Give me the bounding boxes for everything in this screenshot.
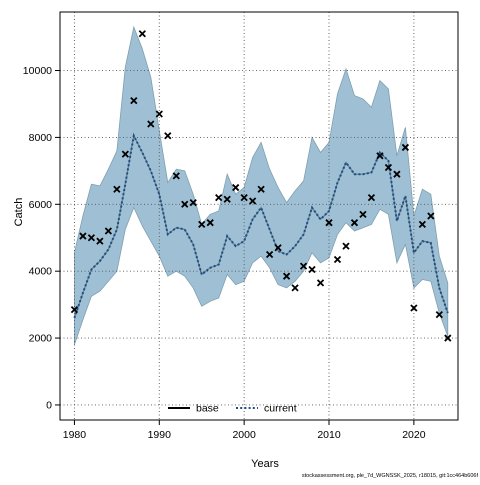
observed-point — [172, 172, 180, 180]
observed-points — [70, 30, 452, 342]
observed-point — [189, 198, 197, 207]
x-axis-title: Years — [251, 458, 279, 470]
observed-point — [257, 185, 265, 193]
observed-point — [282, 272, 291, 280]
observed-point — [223, 195, 231, 203]
legend-current-label: current — [264, 403, 297, 415]
y-tick-label: 8000 — [29, 132, 53, 144]
legend-base-label: base — [196, 403, 219, 415]
observed-point — [240, 193, 248, 202]
observed-point — [350, 219, 359, 227]
observed-point — [198, 220, 206, 228]
y-tick-label: 4000 — [29, 266, 53, 278]
observed-point — [70, 306, 79, 314]
observed-point — [181, 200, 189, 208]
y-axis: 0 2000 4000 6000 8000 10000 — [23, 65, 60, 411]
observed-point — [130, 96, 138, 105]
observed-point — [342, 242, 350, 250]
observed-point — [444, 334, 452, 342]
x-axis: 1980 1990 2000 2010 2020 — [63, 420, 426, 441]
observed-point — [113, 185, 121, 193]
observed-point — [418, 220, 426, 228]
y-axis-title: Catch — [13, 198, 25, 227]
observed-point — [265, 250, 274, 259]
observed-point — [427, 212, 435, 220]
observed-point — [393, 170, 401, 178]
observed-point — [299, 262, 308, 270]
observed-point — [384, 163, 393, 172]
observed-point — [79, 232, 87, 240]
observed-point — [376, 152, 384, 160]
observed-point — [164, 132, 172, 140]
y-tick-label: 0 — [46, 399, 52, 411]
x-tick-label: 1990 — [148, 429, 172, 441]
observed-point — [155, 110, 163, 118]
observed-point — [274, 244, 282, 252]
observed-point — [104, 227, 113, 235]
observed-point — [291, 284, 299, 292]
x-tick-label: 1980 — [63, 429, 87, 441]
observed-point — [147, 120, 155, 128]
plot-frame — [59, 11, 459, 421]
observed-point — [333, 255, 342, 264]
y-tick-label: 6000 — [29, 199, 53, 211]
x-tick-label: 2010 — [317, 429, 341, 441]
grid-lines — [60, 12, 458, 420]
x-tick-label: 2020 — [402, 429, 426, 441]
observed-point — [215, 193, 223, 202]
legend: base current — [168, 403, 297, 415]
observed-point — [325, 219, 333, 227]
observed-point — [308, 265, 316, 274]
y-tick-label: 10000 — [23, 65, 52, 77]
observed-point — [435, 311, 443, 319]
observed-point — [359, 210, 367, 218]
observed-point — [87, 234, 96, 242]
series-lines — [73, 132, 449, 319]
y-tick-label: 2000 — [29, 333, 53, 345]
observed-point — [232, 183, 240, 192]
observed-point — [401, 143, 410, 152]
footer-note: stockassessment.org, ple_7d_WGNSSK_2025,… — [302, 473, 479, 479]
observed-point — [316, 279, 325, 287]
observed-point — [206, 219, 214, 227]
observed-point — [121, 150, 129, 158]
observed-point — [248, 197, 257, 205]
observed-point — [367, 193, 376, 202]
observed-point — [138, 30, 146, 38]
observed-point — [410, 304, 418, 312]
observed-point — [96, 237, 104, 245]
current-series-line — [73, 132, 449, 319]
x-tick-label: 2000 — [232, 429, 256, 441]
plot-border — [59, 11, 459, 421]
